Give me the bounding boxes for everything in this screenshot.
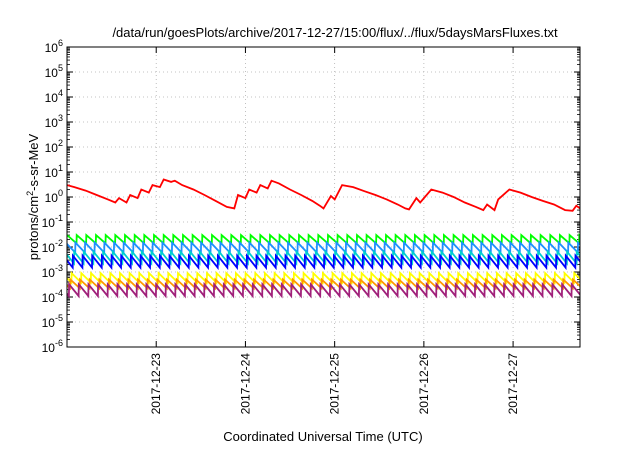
y-tick-label: 10-4 <box>42 288 63 305</box>
y-axis-label-pre: protons/cm <box>26 196 41 260</box>
y-tick-label: 10-2 <box>42 238 63 255</box>
x-axis-label: Coordinated Universal Time (UTC) <box>223 429 422 444</box>
x-tick-label: 2017-12-25 <box>328 353 342 415</box>
grid-lines <box>67 47 580 347</box>
y-tick-label: 101 <box>45 163 63 180</box>
y-axis-label: protons/cm2-s-sr-MeV <box>25 133 41 260</box>
y-tick-label: 105 <box>45 63 63 80</box>
y-tick-label: 10-5 <box>42 313 63 330</box>
plot-frame <box>66 46 581 348</box>
y-tick-label: 106 <box>45 38 63 55</box>
x-tick-label: 2017-12-23 <box>149 353 163 415</box>
y-tick-label: 10-1 <box>42 213 63 230</box>
series-line-sawtooth <box>67 253 580 271</box>
y-tick-label: 103 <box>45 113 63 130</box>
y-axis-label-post: -s-sr-MeV <box>26 133 41 190</box>
y-tick-label: 104 <box>45 88 63 105</box>
x-axis-ticks: 2017-12-23 2017-12-24 2017-12-25 2017-12-26… <box>149 47 520 414</box>
series-line <box>67 178 580 212</box>
series-lines <box>67 178 580 299</box>
y-tick-label: 10-3 <box>42 263 63 280</box>
y-axis-label-sup: 2 <box>25 191 35 196</box>
x-tick-label: 2017-12-24 <box>238 353 252 415</box>
x-tick-label: 2017-12-27 <box>506 353 520 415</box>
x-tick-label: 2017-12-26 <box>417 353 431 415</box>
series-line-sawtooth <box>67 281 580 299</box>
y-axis-ticks: 10-6 10-5 10-4 10-3 10-2 10-1 100 101 102 103 104 1… <box>42 38 580 355</box>
y-tick-label: 10-6 <box>42 338 63 355</box>
y-tick-label: 100 <box>45 188 63 205</box>
chart-title: /data/run/goesPlots/archive/2017-12-27/1… <box>112 25 558 40</box>
y-tick-label: 102 <box>45 138 63 155</box>
